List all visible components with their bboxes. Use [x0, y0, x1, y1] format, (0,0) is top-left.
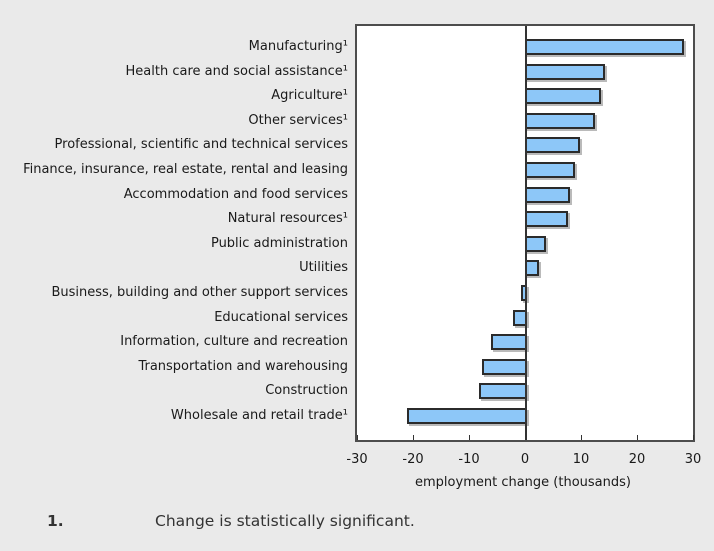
footnote-marker: 1.: [47, 512, 64, 530]
footnote-text: Change is statistically significant.: [155, 512, 415, 530]
category-label: Agriculture¹: [271, 88, 348, 104]
x-axis-tick-label: -10: [458, 452, 480, 467]
x-axis-tick: [468, 435, 470, 440]
plot-area: [355, 24, 695, 442]
x-axis-tick: [412, 435, 414, 440]
category-label: Other services¹: [248, 112, 348, 128]
x-axis-tick: [524, 435, 526, 440]
category-label: Utilities: [299, 260, 348, 276]
category-label: Accommodation and food services: [123, 186, 348, 202]
x-axis-tick-label: 30: [684, 452, 702, 467]
x-axis-tick: [692, 435, 694, 440]
x-axis-tick-label: 10: [572, 452, 590, 467]
zero-axis-line: [525, 26, 527, 440]
x-axis-title: employment change (thousands): [415, 475, 631, 490]
category-label: Transportation and warehousing: [138, 358, 348, 374]
x-axis-tick-label: 20: [628, 452, 646, 467]
category-label: Business, building and other support ser…: [51, 285, 348, 300]
x-axis-tick-label: -20: [402, 452, 424, 467]
category-label: Public administration: [210, 235, 348, 251]
category-label: Wholesale and retail trade¹: [170, 408, 348, 423]
category-label: Finance, insurance, real estate, rental …: [23, 162, 348, 177]
category-label: Professional, scientific and technical s…: [54, 137, 348, 153]
category-label: Natural resources¹: [227, 211, 348, 227]
category-label: Health care and social assistance¹: [125, 63, 348, 79]
x-axis-tick-label: 0: [520, 452, 530, 467]
x-axis-tick-label: -30: [346, 452, 368, 467]
bars-layer: [357, 26, 693, 440]
category-label: Construction: [265, 383, 348, 399]
category-label: Manufacturing¹: [248, 39, 348, 54]
category-label: Information, culture and recreation: [120, 334, 348, 350]
x-axis-tick: [356, 435, 358, 440]
x-axis-tick: [580, 435, 582, 440]
x-axis-tick: [636, 435, 638, 440]
x-axis-ticks: [356, 26, 694, 440]
category-label: Educational services: [214, 309, 348, 325]
